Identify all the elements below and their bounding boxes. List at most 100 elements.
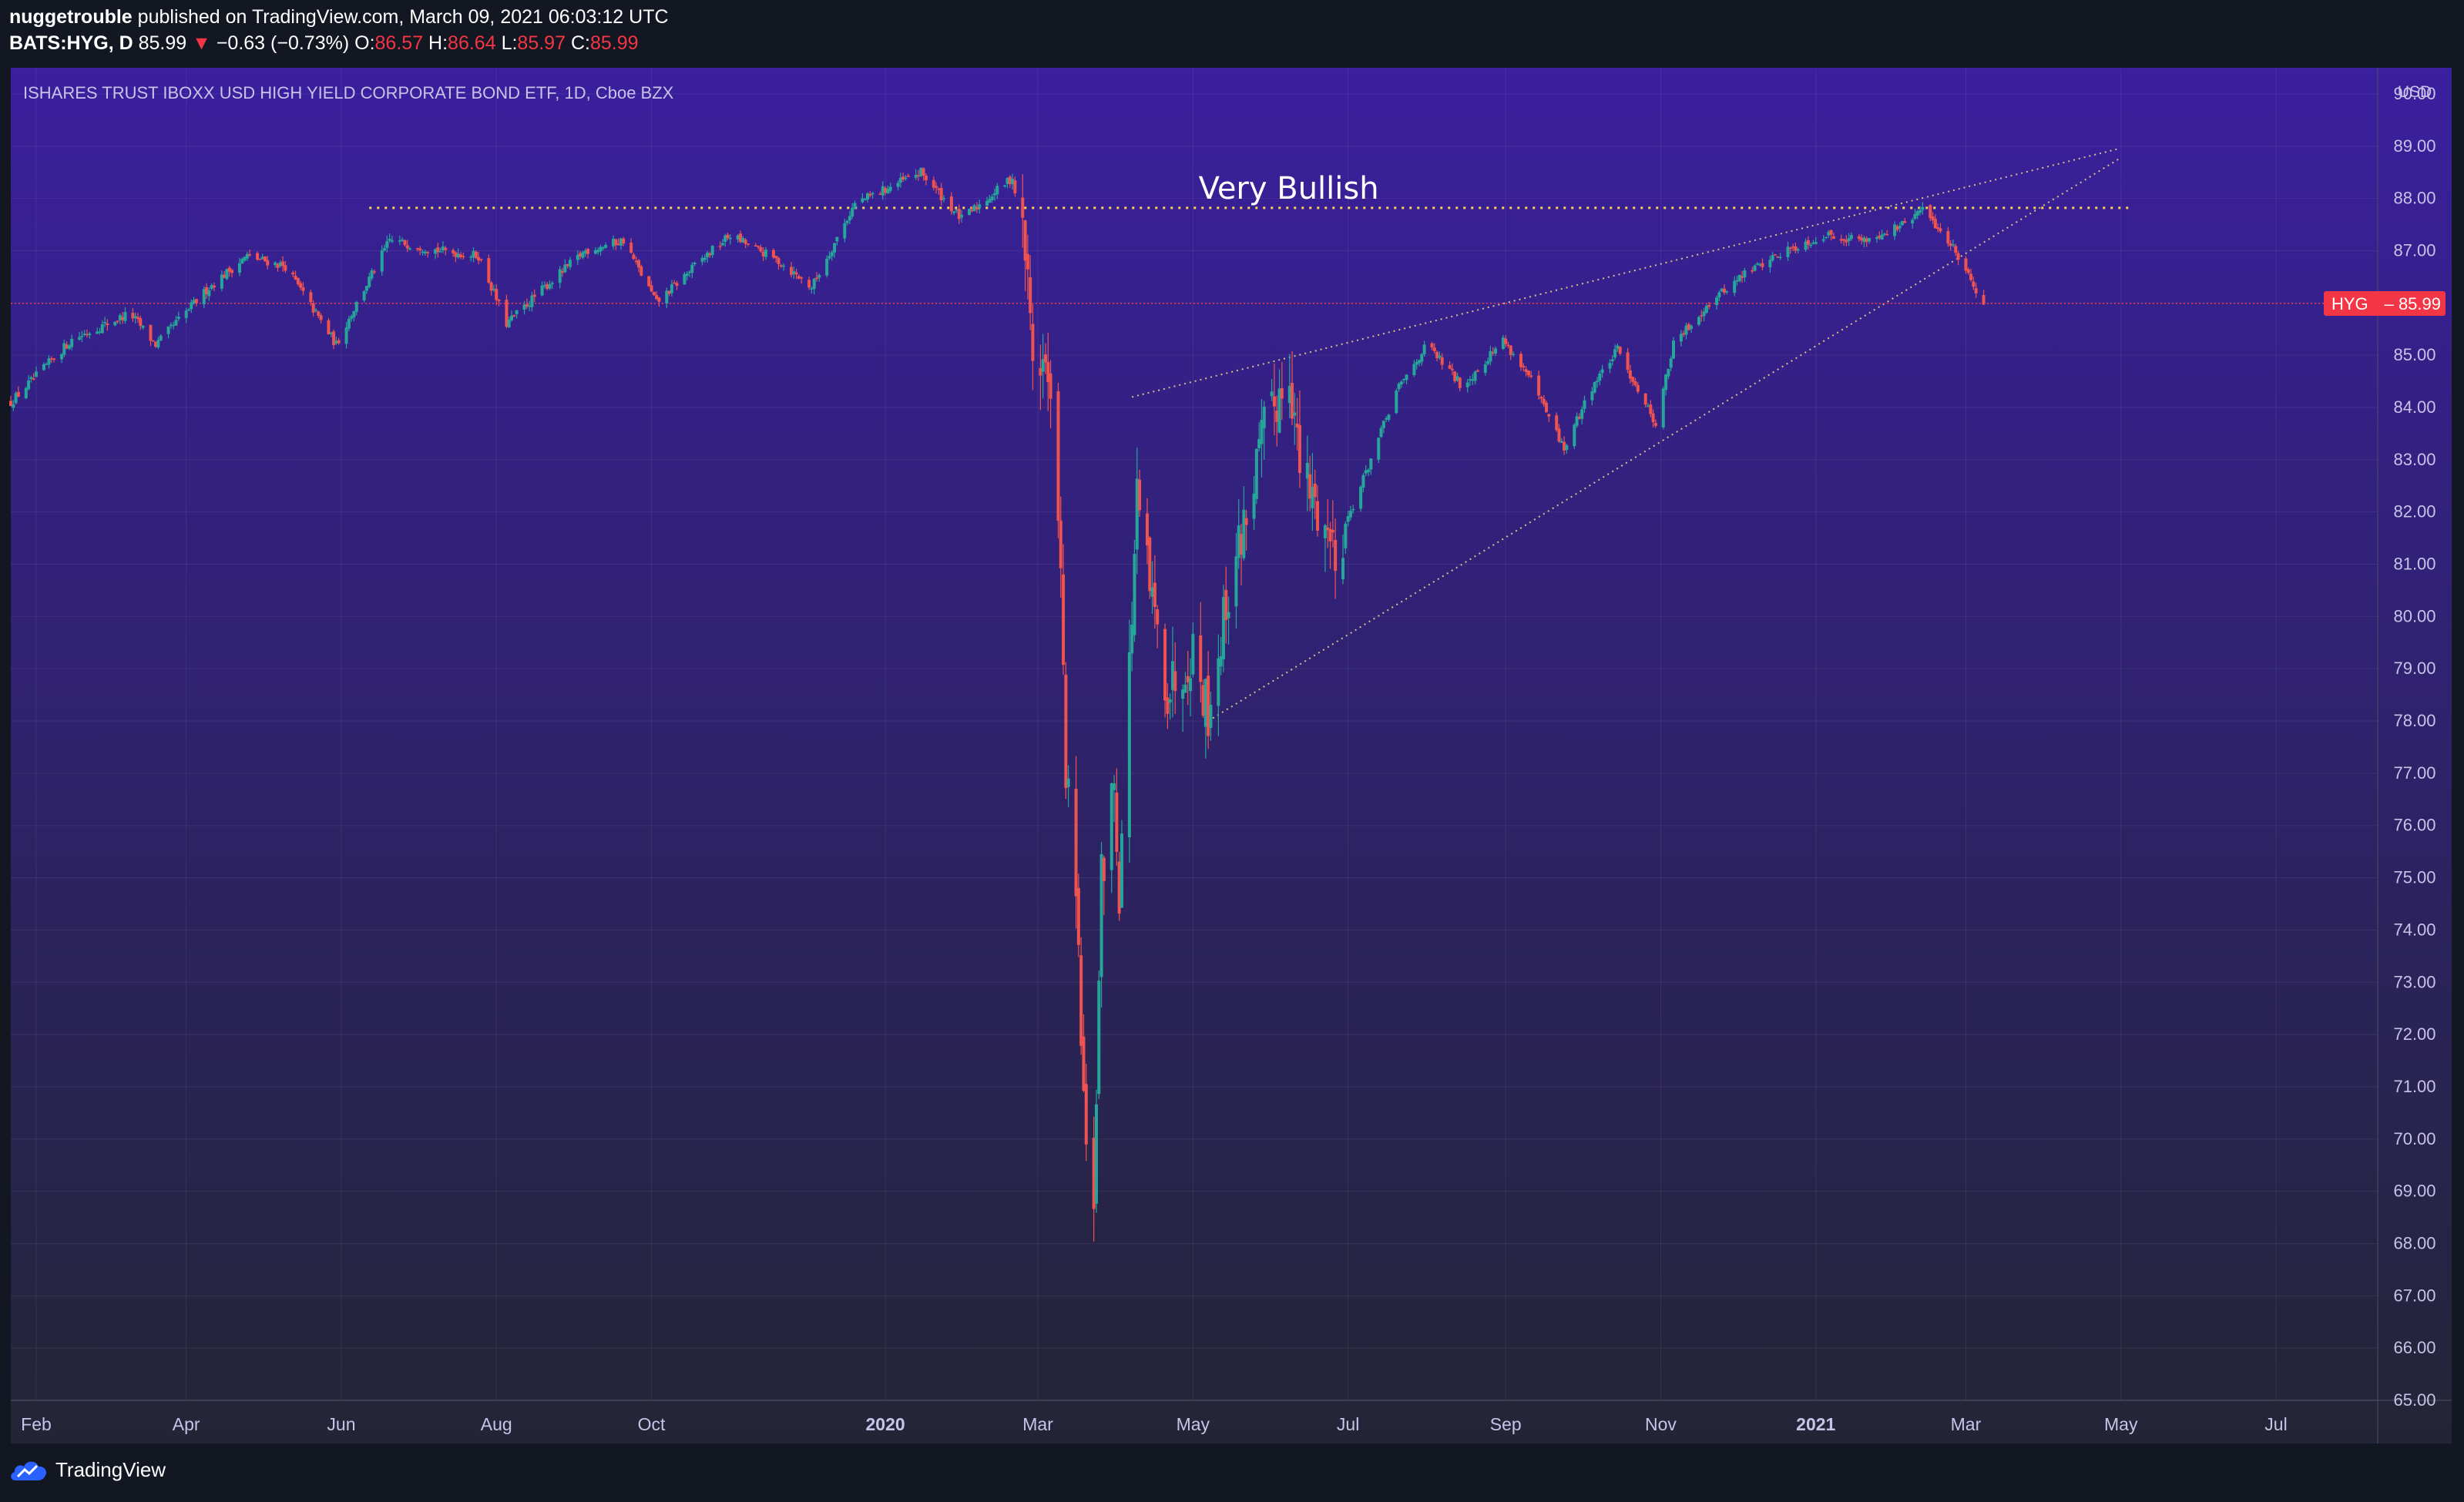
candle-up	[1559, 438, 1563, 444]
candle-down	[1326, 499, 1330, 548]
candle-up	[1221, 585, 1225, 672]
candle-up	[1381, 420, 1385, 434]
candle-up	[599, 244, 603, 256]
candle-up	[1743, 267, 1747, 282]
candle-up	[96, 327, 99, 334]
candle-down	[403, 240, 407, 246]
candle-down	[1240, 524, 1244, 585]
candle-down	[629, 238, 633, 254]
change-down-icon: ▼	[192, 32, 211, 54]
candle-up	[593, 247, 597, 255]
last-price-value: – 85.99	[2385, 294, 2441, 313]
candle-up	[1293, 393, 1297, 445]
candle-down	[726, 233, 730, 241]
candle-up	[350, 314, 354, 323]
candle-down	[1148, 535, 1152, 599]
symbol-label[interactable]: BATS:HYG, D	[9, 32, 133, 54]
candle-down	[1506, 341, 1510, 349]
candle-down	[1316, 485, 1320, 537]
candle-up	[1422, 340, 1426, 357]
candle-down	[1280, 361, 1284, 421]
candle-up	[24, 386, 28, 400]
candle-up	[47, 355, 51, 369]
candle-down	[294, 270, 297, 280]
wedge-trend-line[interactable]	[1207, 158, 2119, 722]
candle-up	[1565, 444, 1569, 454]
candle-up	[833, 242, 837, 258]
time-axis[interactable]: Feb Apr Jun Aug Oct 2020 Mar May Jul Sep Nov 2021 Ma…	[21, 1414, 2288, 1434]
candle-up	[1667, 368, 1670, 380]
candle-down	[1313, 469, 1317, 520]
candle-up	[237, 257, 241, 277]
candle-up	[1367, 468, 1371, 477]
candle-up	[70, 334, 74, 350]
candle-up	[1595, 377, 1599, 388]
candle-down	[1931, 212, 1935, 224]
candle-down	[673, 280, 676, 284]
candle-up	[274, 261, 277, 268]
candle-down	[474, 250, 478, 260]
publisher-name[interactable]: nuggetrouble	[9, 6, 133, 28]
candle-up	[1361, 473, 1365, 493]
candle-up	[441, 241, 445, 253]
candle-up	[510, 310, 514, 322]
candle-up	[78, 332, 82, 341]
y-tick-label: 77.00	[2393, 763, 2435, 783]
candle-down	[1842, 239, 1846, 246]
candle-down	[916, 169, 920, 181]
candle-up	[1489, 345, 1492, 366]
candle-up	[1341, 534, 1345, 585]
candle-up	[548, 280, 552, 290]
candle-up	[693, 261, 697, 267]
candle-up	[133, 312, 137, 324]
x-tick-label: Sep	[1490, 1414, 1522, 1434]
candle-up	[817, 273, 821, 282]
candle-up	[528, 300, 532, 311]
candle-down	[1794, 242, 1798, 253]
candle-up	[1094, 1089, 1098, 1213]
candle-down	[1331, 500, 1334, 548]
candle-down	[1649, 400, 1653, 417]
candle-up	[542, 281, 546, 289]
candle-down	[1043, 343, 1047, 374]
candle-down	[1435, 350, 1439, 362]
candle-up	[1575, 412, 1579, 428]
candle-up	[1911, 217, 1915, 229]
candle-down	[1577, 413, 1581, 420]
candle-down	[337, 337, 341, 345]
tradingview-brand[interactable]: TradingView	[9, 1457, 166, 1482]
y-tick-label: 84.00	[2393, 397, 2435, 417]
candle-up	[314, 307, 317, 313]
candle-down	[771, 248, 775, 260]
x-tick-label: Mar	[1951, 1414, 1982, 1434]
candle-down	[136, 312, 139, 324]
candle-down	[426, 251, 430, 258]
candle-down	[1806, 236, 1810, 250]
candle-down	[495, 284, 499, 306]
candle-up	[1209, 692, 1213, 741]
candle-up	[1590, 387, 1594, 406]
candle-down	[921, 167, 925, 181]
candle-up	[1951, 239, 1955, 247]
candle-down	[1145, 498, 1149, 565]
candle-down	[1046, 332, 1050, 411]
candle-down	[1115, 768, 1119, 866]
y-tick-label: 66.00	[2393, 1338, 2435, 1357]
candle-up	[220, 270, 223, 292]
candle-up	[1227, 596, 1230, 645]
candle-down	[454, 251, 458, 263]
level-annotation-label[interactable]: Very Bullish	[1199, 171, 1379, 206]
candle-down	[1839, 234, 1843, 244]
wedge-trend-line[interactable]	[1131, 148, 2119, 398]
candle-up	[1181, 684, 1185, 733]
candle-down	[579, 250, 582, 260]
candle-down	[444, 246, 448, 256]
candle-up	[364, 285, 368, 294]
candle-down	[1954, 243, 1958, 256]
candle-down	[281, 256, 285, 272]
candle-down	[1555, 412, 1559, 432]
price-axis[interactable]: 90.0089.0088.0087.0086.0085.0084.0083.00…	[2324, 84, 2446, 1410]
y-tick-label: 67.00	[2393, 1286, 2435, 1305]
candle-down	[1539, 395, 1543, 404]
